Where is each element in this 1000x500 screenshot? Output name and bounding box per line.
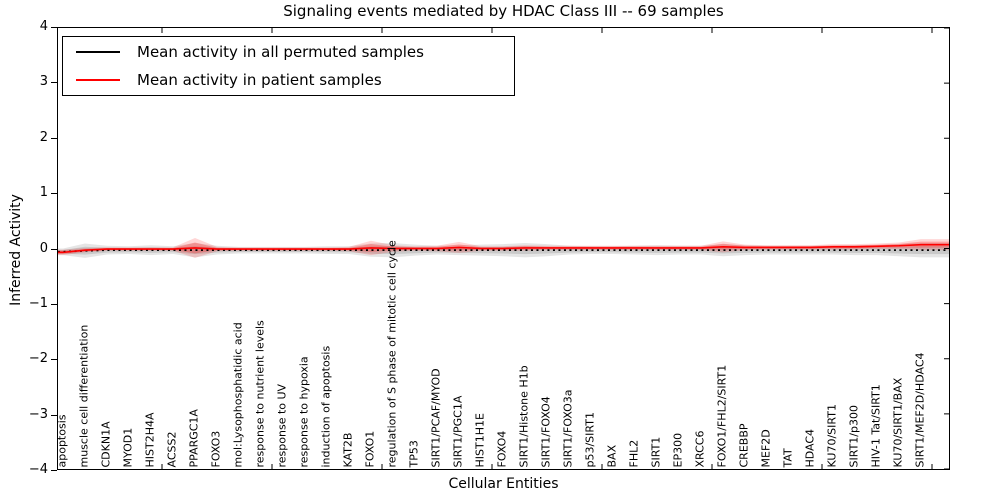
legend-label-patient: Mean activity in patient samples bbox=[137, 71, 382, 89]
patient-line-swatch bbox=[76, 79, 120, 81]
category-label: MYOD1 bbox=[121, 427, 135, 468]
y-tick-label: 2 bbox=[39, 129, 48, 145]
category-label: SIRT1/FOXO4 bbox=[539, 396, 553, 468]
category-label: response to nutrient levels bbox=[253, 320, 267, 468]
category-label: SIRT1/Histone H1b bbox=[517, 365, 531, 468]
legend-row-patient: Mean activity in patient samples bbox=[63, 69, 514, 91]
patient-mean-line bbox=[58, 243, 949, 254]
category-label: HDAC4 bbox=[803, 428, 817, 468]
category-label: KU70/SIRT1/BAX bbox=[891, 377, 905, 468]
y-tick-label: 1 bbox=[39, 185, 48, 201]
y-tick-label: −3 bbox=[28, 406, 48, 422]
y-tick-label: 4 bbox=[39, 19, 48, 34]
category-label: BAX bbox=[605, 444, 619, 468]
y-tick-mark-left bbox=[51, 359, 57, 361]
category-label: regulation of S phase of mitotic cell cy… bbox=[385, 240, 399, 468]
category-label: HIST1H1E bbox=[473, 413, 487, 468]
permuted-line-swatch bbox=[76, 51, 120, 53]
category-label: PPARGC1A bbox=[187, 409, 201, 468]
category-label: SIRT1/MEF2D/HDAC4 bbox=[913, 352, 927, 468]
category-label: SIRT1/PGC1A bbox=[451, 395, 465, 468]
category-label: FHL2 bbox=[627, 439, 641, 468]
category-label: FOXO4 bbox=[495, 430, 509, 468]
category-label: KU70/SIRT1 bbox=[825, 404, 839, 468]
legend-row-permuted: Mean activity in all permuted samples bbox=[63, 41, 514, 63]
permuted-mean-line bbox=[58, 249, 949, 253]
y-tick-mark-left bbox=[51, 137, 57, 139]
category-label: induction of apoptosis bbox=[319, 345, 333, 468]
category-label: SIRT1/p300 bbox=[847, 405, 861, 468]
category-label: TAT bbox=[781, 448, 795, 468]
category-label: CREBBP bbox=[737, 423, 751, 468]
category-label: HIV-1 Tat/SIRT1 bbox=[869, 384, 883, 468]
plot-canvas bbox=[58, 28, 949, 469]
x-axis-label: Cellular Entities bbox=[448, 476, 559, 492]
y-tick-label: −1 bbox=[28, 295, 48, 311]
y-tick-mark-left bbox=[51, 193, 57, 195]
y-tick-label: 0 bbox=[39, 240, 48, 256]
y-tick-mark-left bbox=[51, 27, 57, 28]
y-tick-mark-left bbox=[51, 303, 57, 305]
legend-label-permuted: Mean activity in all permuted samples bbox=[137, 43, 424, 61]
y-tick-label: −4 bbox=[28, 462, 48, 477]
legend: Mean activity in all permuted samples Me… bbox=[62, 36, 515, 96]
category-label: CDKN1A bbox=[99, 421, 113, 468]
y-tick-label: 3 bbox=[39, 74, 48, 90]
category-label: SIRT1/FOXO3a bbox=[561, 389, 575, 468]
category-label: response to UV bbox=[275, 383, 289, 468]
category-label: FOXO3 bbox=[209, 430, 223, 468]
category-label: mol:Lysophosphatidic acid bbox=[231, 322, 245, 468]
category-label: XRCC6 bbox=[693, 430, 707, 468]
category-label: TP53 bbox=[407, 440, 421, 468]
category-label: KAT2B bbox=[341, 432, 355, 468]
category-label: FOXO1/FHL2/SIRT1 bbox=[715, 364, 729, 468]
category-label: ACSS2 bbox=[165, 431, 179, 468]
category-label: response to hypoxia bbox=[297, 356, 311, 468]
category-label: FOXO1 bbox=[363, 430, 377, 468]
y-tick-mark-left bbox=[51, 248, 57, 250]
plot-area bbox=[57, 27, 950, 470]
category-label: apoptosis bbox=[55, 414, 69, 468]
chart-title: Signaling events mediated by HDAC Class … bbox=[283, 2, 724, 20]
category-label: SIRT1 bbox=[649, 436, 663, 468]
category-label: EP300 bbox=[671, 432, 685, 468]
y-tick-label: −2 bbox=[28, 351, 48, 367]
y-tick-mark-left bbox=[51, 82, 57, 84]
category-label: SIRT1/PCAF/MYOD bbox=[429, 368, 443, 468]
category-label: muscle cell differentiation bbox=[77, 324, 91, 468]
y-tick-mark-left bbox=[51, 414, 57, 416]
category-label: p53/SIRT1 bbox=[583, 412, 597, 468]
y-tick-mark-left bbox=[51, 470, 57, 471]
category-label: MEF2D bbox=[759, 429, 773, 468]
category-label: HIST2H4A bbox=[143, 412, 157, 468]
